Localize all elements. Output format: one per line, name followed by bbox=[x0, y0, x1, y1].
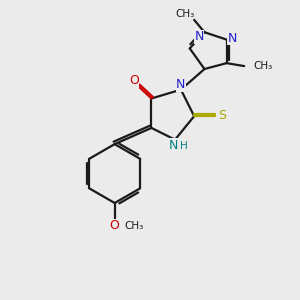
Text: CH₃: CH₃ bbox=[176, 9, 195, 19]
Text: N: N bbox=[194, 30, 204, 43]
Text: N: N bbox=[228, 32, 237, 45]
Text: CH₃: CH₃ bbox=[124, 221, 143, 231]
Text: N: N bbox=[176, 78, 186, 91]
Text: H: H bbox=[180, 141, 188, 151]
Text: N: N bbox=[169, 139, 178, 152]
Text: O: O bbox=[110, 219, 120, 232]
Text: O: O bbox=[129, 74, 139, 87]
Text: CH₃: CH₃ bbox=[254, 61, 273, 71]
Text: S: S bbox=[218, 109, 226, 122]
